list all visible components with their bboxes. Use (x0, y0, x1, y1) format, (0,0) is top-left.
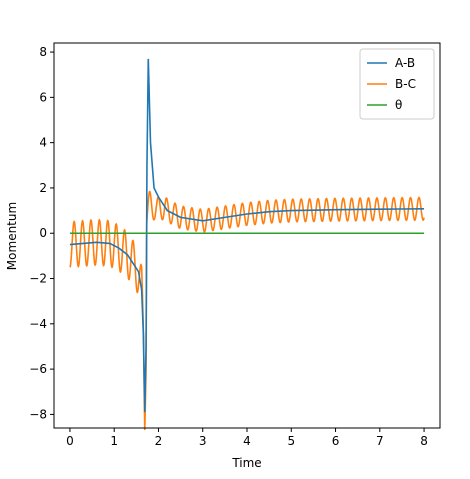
x-tick-label: 6 (332, 434, 340, 448)
y-axis-ticks: −8 −6 −4 −2 0 2 4 6 8 (29, 45, 54, 421)
legend-label: A-B (395, 56, 415, 70)
y-tick-label: 8 (39, 45, 47, 59)
plot-frame (53, 42, 441, 429)
legend-label: θ (395, 98, 402, 112)
x-tick-label: 8 (420, 434, 428, 448)
y-tick-label: −6 (29, 362, 47, 376)
legend-label: B-C (395, 77, 416, 91)
series-line-a-b (69, 58, 425, 413)
x-axis-ticks: 0 1 2 3 4 5 6 7 8 (66, 428, 428, 448)
y-tick-label: 0 (39, 226, 47, 240)
x-axis-label: Time (231, 456, 261, 470)
x-tick-label: 1 (110, 434, 118, 448)
plot-lines (69, 58, 425, 431)
x-tick-label: 3 (199, 434, 207, 448)
x-tick-label: 4 (243, 434, 251, 448)
y-tick-label: −8 (29, 407, 47, 421)
y-tick-label: 2 (39, 181, 47, 195)
y-axis-label: Momentum (5, 202, 19, 270)
x-tick-label: 5 (287, 434, 295, 448)
series-line-b-c (69, 190, 425, 431)
x-tick-label: 0 (66, 434, 74, 448)
y-tick-label: 6 (39, 90, 47, 104)
y-tick-label: 4 (39, 136, 47, 150)
x-tick-label: 2 (155, 434, 163, 448)
legend: A-B B-C θ (359, 48, 435, 120)
y-tick-label: −2 (29, 272, 47, 286)
x-tick-label: 7 (376, 434, 384, 448)
y-tick-label: −4 (29, 317, 47, 331)
legend-box (359, 48, 435, 120)
